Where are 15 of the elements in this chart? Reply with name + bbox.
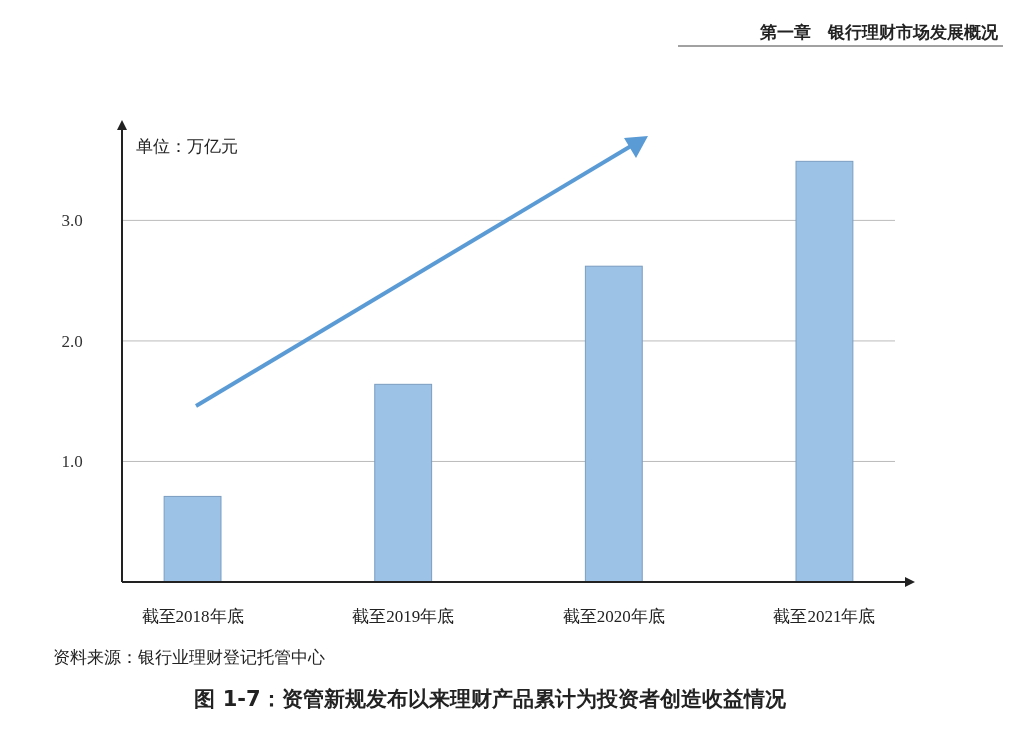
text: 资料来源：银行业理财登记托管中心: [53, 648, 325, 667]
y-axis-title: 单位：万亿元: [136, 137, 238, 156]
text: 第一章 银行理财市场发展概况: [759, 23, 999, 42]
x-tick-label: 截至2021年底: [773, 607, 876, 626]
bar: [795, 160, 854, 583]
x-tick-label: 截至2019年底: [352, 607, 455, 626]
y-tick-label: 1.0: [61, 452, 83, 472]
bar: [374, 383, 433, 583]
bar: [163, 495, 222, 583]
x-tick-label: 截至2020年底: [562, 607, 665, 626]
x-tick-label: 截至2018年底: [141, 607, 244, 626]
y-tick-label: 2.0: [61, 331, 83, 351]
text: 图 1-7：资管新规发布以来理财产品累计为投资者创造收益情况: [194, 687, 787, 711]
y-tick-label: 3.0: [61, 211, 83, 231]
bar: [584, 265, 643, 583]
